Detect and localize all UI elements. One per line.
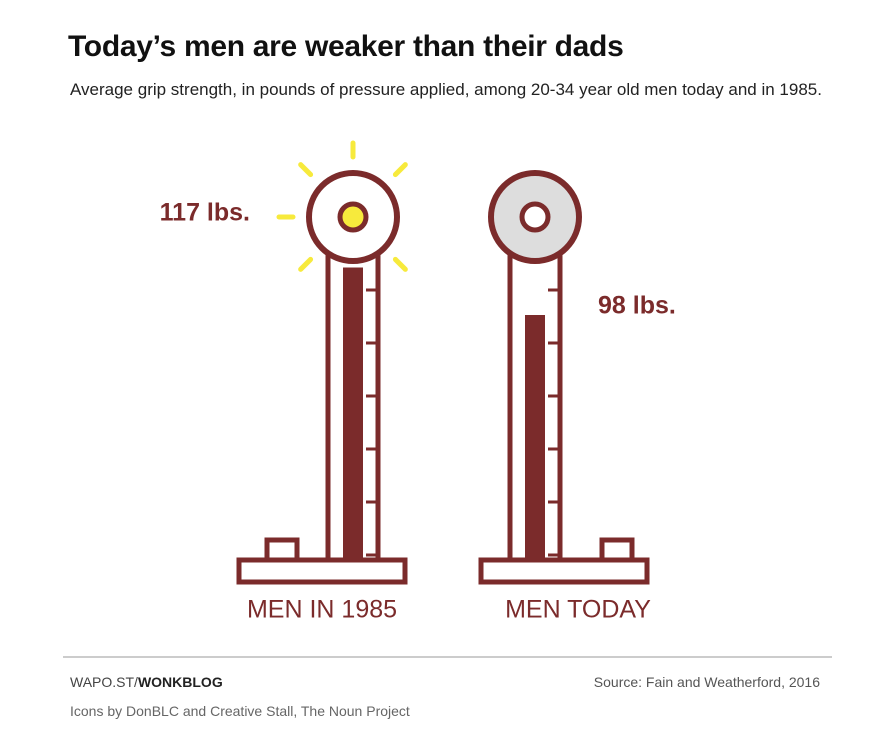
sun-ray	[392, 162, 408, 178]
icon-credit: Icons by DonBLC and Creative Stall, The …	[70, 703, 410, 719]
credit-prefix: WAPO.ST/	[70, 674, 138, 690]
sun-ray	[298, 162, 314, 178]
base	[236, 557, 408, 585]
category-label: MEN IN 1985	[247, 596, 397, 624]
sun-ray	[392, 256, 408, 272]
chart-title: Today’s men are weaker than their dads	[68, 30, 624, 63]
base-block	[264, 537, 300, 563]
base-block	[599, 537, 635, 563]
value-label: 117 lbs.	[160, 199, 250, 227]
bar	[525, 315, 545, 560]
chart-subtitle: Average grip strength, in pounds of pres…	[70, 80, 822, 99]
bar	[343, 267, 363, 560]
bell-center	[337, 201, 369, 233]
sun-ray	[298, 256, 314, 272]
value-label: 98 lbs.	[598, 292, 676, 320]
category-label: MEN TODAY	[505, 596, 651, 624]
credit-name: WONKBLOG	[137, 674, 223, 690]
source: Source: Fain and Weatherford, 2016	[593, 674, 820, 690]
bell-center	[519, 201, 551, 233]
credit: WAPO.ST/WONKBLOG	[70, 674, 223, 690]
base	[478, 557, 650, 585]
